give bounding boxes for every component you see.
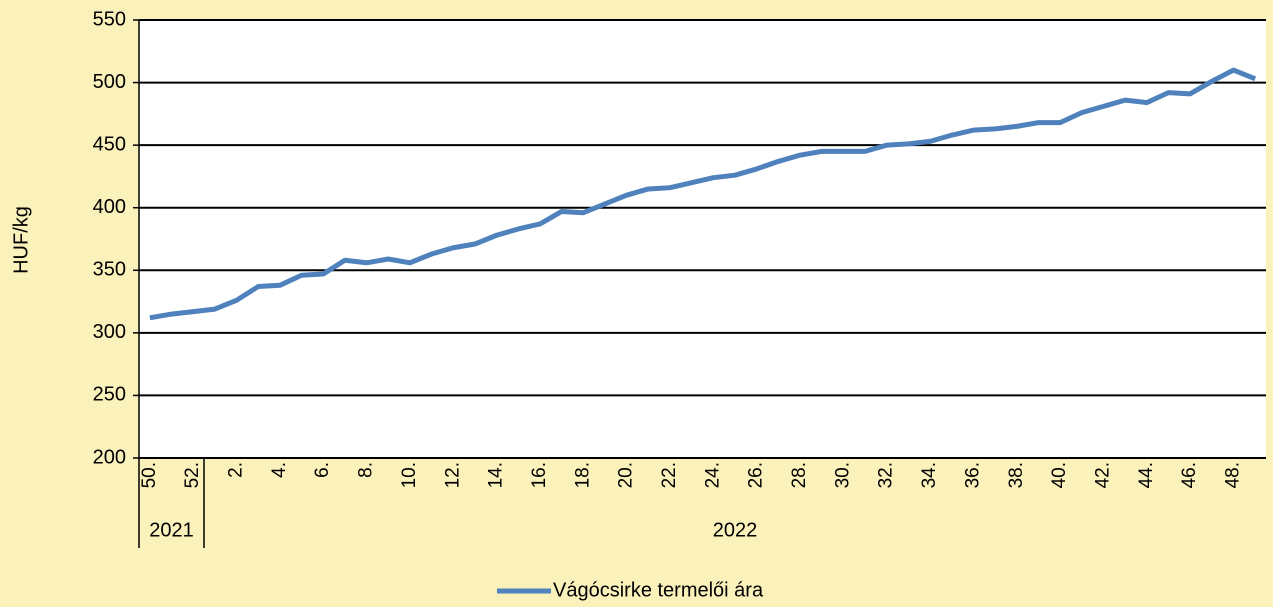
- x-tick-label: 22.: [659, 462, 680, 488]
- x-tick-label: 50.: [139, 462, 160, 488]
- x-tick-label: 16.: [529, 462, 550, 488]
- x-tick-label: 38.: [1006, 462, 1027, 488]
- legend-label: Vágócsirke termelői ára: [553, 579, 764, 601]
- x-tick-label: 32.: [876, 462, 897, 488]
- x-tick-label: 42.: [1092, 462, 1113, 488]
- x-tick-label: 28.: [789, 462, 810, 488]
- y-tick-label: 300: [93, 321, 126, 343]
- y-tick-label: 350: [93, 259, 126, 281]
- y-tick-label: 400: [93, 196, 126, 218]
- x-tick-label: 44.: [1136, 462, 1157, 488]
- x-tick-label: 12.: [442, 462, 463, 488]
- y-tick-label: 500: [93, 71, 126, 93]
- x-tick-label: 26.: [746, 462, 767, 488]
- x-tick-label: 8.: [356, 462, 377, 478]
- x-tick-label: 2.: [226, 462, 247, 478]
- x-tick-label: 24.: [702, 462, 723, 488]
- x-group-label: 2022: [713, 519, 758, 541]
- x-tick-label: 40.: [1049, 462, 1070, 488]
- x-tick-label: 18.: [572, 462, 593, 488]
- x-tick-label: 48.: [1223, 462, 1244, 488]
- x-tick-label: 20.: [616, 462, 637, 488]
- x-tick-label: 30.: [832, 462, 853, 488]
- y-tick-label: 450: [93, 133, 126, 155]
- x-tick-label: 14.: [486, 462, 507, 488]
- y-tick-label: 250: [93, 384, 126, 406]
- x-tick-label: 34.: [919, 462, 940, 488]
- x-tick-label: 46.: [1179, 462, 1200, 488]
- x-tick-label: 36.: [962, 462, 983, 488]
- x-tick-label: 10.: [399, 462, 420, 488]
- x-tick-label: 52.: [182, 462, 203, 488]
- x-tick-label: 4.: [269, 462, 290, 478]
- x-group-label: 2021: [149, 519, 194, 541]
- plot-area: [139, 20, 1266, 458]
- data-line: [149, 67, 1257, 321]
- y-tick-label: 200: [93, 446, 126, 468]
- y-tick-label: 550: [93, 8, 126, 30]
- x-tick-label: 6.: [312, 462, 333, 478]
- y-axis-label: HUF/kg: [10, 206, 32, 274]
